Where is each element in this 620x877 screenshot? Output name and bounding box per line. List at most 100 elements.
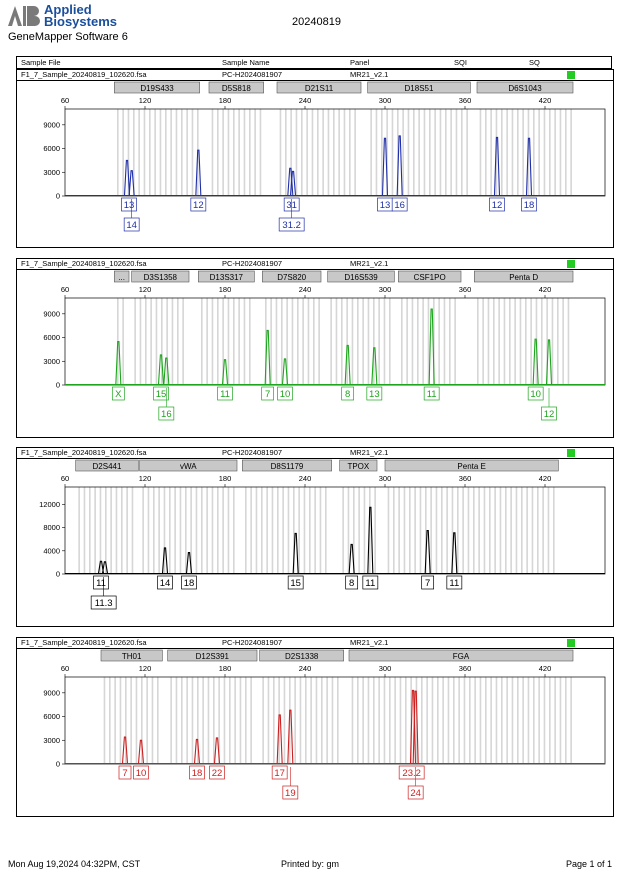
allele-label: 15	[290, 578, 301, 589]
bin-line	[143, 109, 146, 196]
bin-line	[373, 677, 375, 764]
bin-line	[94, 487, 96, 574]
bin-line	[89, 487, 91, 574]
bin-line	[306, 109, 308, 196]
bin-line	[273, 677, 275, 764]
y-tick-label: 0	[56, 381, 60, 390]
bin-line	[413, 109, 415, 196]
bin-line	[451, 487, 454, 574]
bin-line	[287, 487, 290, 574]
bin-line	[549, 677, 551, 764]
bin-line	[461, 109, 463, 196]
allele-bins	[117, 109, 572, 196]
bin-line	[233, 487, 235, 574]
allele-label-box	[190, 197, 207, 212]
bin-line	[446, 487, 448, 574]
bin-line	[482, 298, 484, 385]
bin-line	[546, 298, 548, 385]
bin-line	[277, 487, 279, 574]
allele-label-box	[287, 575, 304, 590]
bin-line	[293, 487, 295, 574]
bin-line	[286, 298, 288, 385]
marker-name: D5S818	[222, 84, 251, 93]
bin-line	[511, 109, 514, 196]
marker-bar	[139, 459, 238, 472]
bin-line	[467, 487, 470, 574]
column-header-sqi: SQI	[454, 58, 467, 67]
allele-label: 24	[410, 788, 421, 799]
bin-line	[386, 109, 388, 196]
bin-line	[358, 487, 360, 574]
bin-line	[222, 109, 224, 196]
allele-label-box	[398, 765, 425, 780]
bin-line	[363, 487, 366, 574]
peak	[451, 532, 458, 574]
bin-line	[347, 487, 350, 574]
bin-line	[373, 298, 375, 385]
panel-sample-header: F1_7_Sample_20240819_102620.fsa PC-H2024…	[17, 448, 613, 459]
bin-line	[343, 109, 346, 196]
bin-line	[514, 298, 516, 385]
bin-line	[238, 109, 240, 196]
bin-line	[245, 487, 247, 574]
bin-line	[139, 298, 142, 385]
bin-line	[150, 298, 152, 385]
bin-line	[182, 298, 184, 385]
bin-line	[170, 109, 172, 196]
allele-label: 17	[274, 768, 285, 779]
x-tick-label: 180	[219, 664, 232, 673]
x-tick-label: 360	[459, 664, 472, 673]
bin-line	[159, 109, 162, 196]
allele-label: 7	[265, 389, 270, 400]
bin-line	[525, 298, 527, 385]
x-tick-label: 180	[219, 285, 232, 294]
bin-line	[233, 298, 235, 385]
allele-label: 22	[212, 768, 223, 779]
allele-label: 18	[524, 200, 535, 211]
allele-label-box	[541, 406, 557, 421]
bin-line	[421, 677, 423, 764]
y-tick-label: 8000	[43, 523, 60, 532]
bin-line	[367, 298, 370, 385]
bin-line	[218, 677, 220, 764]
bin-line	[245, 677, 247, 764]
panel-name: MR21_v2.1	[350, 259, 389, 268]
bin-line	[105, 487, 107, 574]
marker-bar	[259, 649, 344, 662]
allele-label: 19	[285, 788, 296, 799]
allele-label-box	[278, 217, 305, 232]
peak	[412, 690, 419, 764]
marker-bar	[114, 81, 200, 94]
peak	[221, 359, 229, 385]
bin-line	[318, 298, 320, 385]
panel-sample-header: F1_7_Sample_20240819_102620.fsa PC-H2024…	[17, 259, 613, 270]
bin-line	[186, 109, 188, 196]
x-tick-label: 360	[459, 474, 472, 483]
marker-name: D21S11	[305, 84, 334, 93]
bin-line	[483, 487, 486, 574]
bin-line	[217, 298, 219, 385]
bin-line	[542, 487, 544, 574]
x-tick-label: 240	[299, 664, 312, 673]
allele-bins	[78, 487, 555, 574]
marker-bar	[367, 81, 471, 94]
bin-line	[437, 677, 439, 764]
plot-frame	[64, 297, 606, 386]
marker-bar	[167, 649, 258, 662]
panel-sample-header: F1_7_Sample_20240819_102620.fsa PC-H2024…	[17, 70, 613, 81]
bin-line	[294, 677, 296, 764]
allele-label: 11	[427, 389, 437, 400]
x-tick-label: 300	[379, 664, 392, 673]
bin-line	[527, 677, 530, 764]
peak	[123, 159, 131, 196]
bin-line	[211, 487, 214, 574]
allele-label-box	[345, 575, 359, 590]
allele-label: 7	[425, 578, 430, 589]
page-number: Page 1 of 1	[566, 859, 613, 869]
bin-line	[510, 487, 512, 574]
bin-line	[275, 298, 278, 385]
bin-line	[342, 487, 344, 574]
bin-line	[403, 487, 406, 574]
bin-line	[399, 677, 402, 764]
allele-label: 7	[122, 768, 127, 779]
